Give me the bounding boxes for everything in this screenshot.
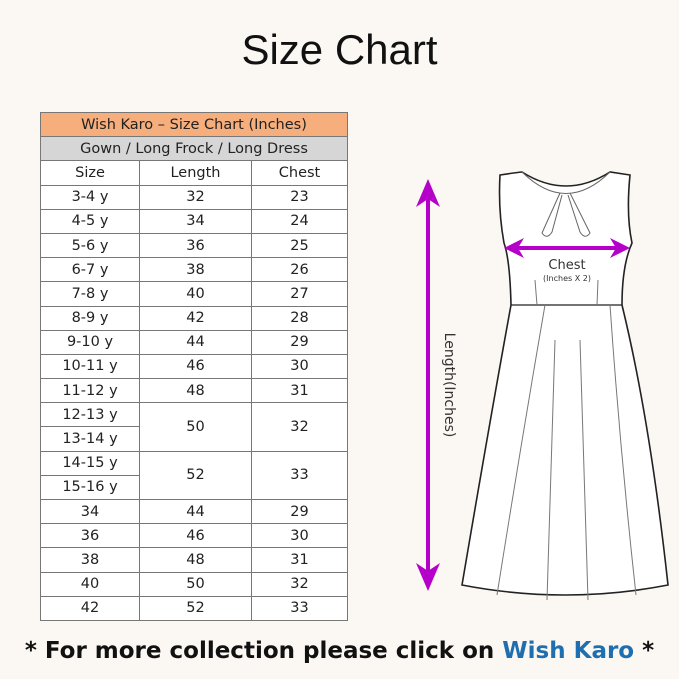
size-cell: 5-6 y [40, 232, 140, 259]
length-cell: 44 [139, 498, 252, 525]
dress-skirt-seam-1 [496, 304, 546, 596]
chest-cell: 30 [251, 523, 348, 549]
chest-arrow-head-left [504, 238, 524, 258]
dress-outline [461, 171, 669, 596]
table-row: 14-15 y 52 33 [40, 450, 348, 501]
size-cell: 34 [40, 498, 140, 525]
chest-cell: 31 [251, 547, 348, 573]
length-cell: 52 [139, 450, 252, 501]
table-row: 34 44 29 [40, 498, 348, 525]
table-row: 6-7 y 38 26 [40, 257, 348, 283]
length-cell: 46 [139, 353, 252, 380]
table-row: 7-8 y 40 27 [40, 281, 348, 307]
chest-arrow-head-right [610, 238, 630, 258]
table-row: 42 52 33 [40, 595, 348, 621]
dress-bodice-dart-left [534, 279, 538, 306]
length-cell: 36 [139, 232, 252, 259]
chest-cell: 23 [251, 184, 348, 210]
table-row: 8-9 y 42 28 [40, 305, 348, 331]
chest-cell: 24 [251, 208, 348, 234]
size-cell: 13-14 y [40, 426, 140, 452]
table-row: 4-5 y 34 24 [40, 208, 348, 234]
size-cell: 4-5 y [40, 208, 140, 234]
table-row: 10-11 y 46 30 [40, 353, 348, 380]
dress-skirt-seam-3 [579, 339, 589, 601]
dress-bodice-dart-right [596, 279, 599, 306]
table-header-row: Size Length Chest [40, 160, 348, 186]
size-cell: 3-4 y [40, 184, 140, 210]
length-cell: 48 [139, 378, 252, 404]
chest-cell: 29 [251, 498, 348, 525]
chest-note: (Inches X 2) [543, 274, 591, 283]
table-row: 3-4 y 32 23 [40, 184, 348, 210]
dress-skirt-seam-4 [609, 304, 637, 596]
size-cell: 42 [40, 595, 140, 621]
size-cell: 7-8 y [40, 281, 140, 307]
length-cell: 50 [139, 402, 252, 452]
dress-neckline [521, 171, 611, 194]
table-subtitle: Gown / Long Frock / Long Dress [40, 136, 348, 162]
dress-pleat-left [541, 192, 563, 237]
chest-label: Chest [548, 258, 585, 273]
chest-cell: 29 [251, 329, 348, 355]
table-row: 13-14 y [40, 426, 348, 452]
brand-link[interactable]: Wish Karo [502, 638, 635, 664]
size-cell: 14-15 y [40, 450, 140, 476]
table-row: 36 46 30 [40, 523, 348, 549]
length-cell: 44 [139, 329, 252, 355]
size-cell: 6-7 y [40, 257, 140, 283]
size-cell: 9-10 y [40, 329, 140, 355]
chest-cell: 33 [251, 595, 348, 621]
table-row: 11-12 y 48 31 [40, 378, 348, 404]
chest-cell: 30 [251, 353, 348, 380]
table-title: Wish Karo – Size Chart (Inches) [40, 111, 348, 138]
length-arrow-head-top [416, 179, 440, 207]
footer-prefix: * For more collection please click on [24, 638, 503, 664]
table-subtitle-row: Gown / Long Frock / Long Dress [40, 136, 348, 162]
length-cell: 40 [139, 281, 252, 307]
length-cell: 32 [139, 184, 252, 210]
footer-suffix: * [634, 638, 655, 664]
dress-skirt-seam-2 [546, 339, 556, 601]
dress-pleat-right [567, 192, 591, 237]
footer-note: * For more collection please click on Wi… [0, 638, 679, 664]
table-row: 9-10 y 44 29 [40, 329, 348, 355]
column-header-chest: Chest [251, 160, 348, 186]
length-arrow-head-bottom [416, 563, 440, 591]
length-cell: 34 [139, 208, 252, 234]
length-label: Length(Inches) [441, 333, 457, 438]
size-table: Wish Karo – Size Chart (Inches) Gown / L… [40, 111, 348, 621]
table-title-row: Wish Karo – Size Chart (Inches) [40, 111, 348, 138]
table-row: 5-6 y 36 25 [40, 232, 348, 259]
page-title: Size Chart [241, 26, 438, 73]
measurement-arrows [416, 179, 630, 591]
